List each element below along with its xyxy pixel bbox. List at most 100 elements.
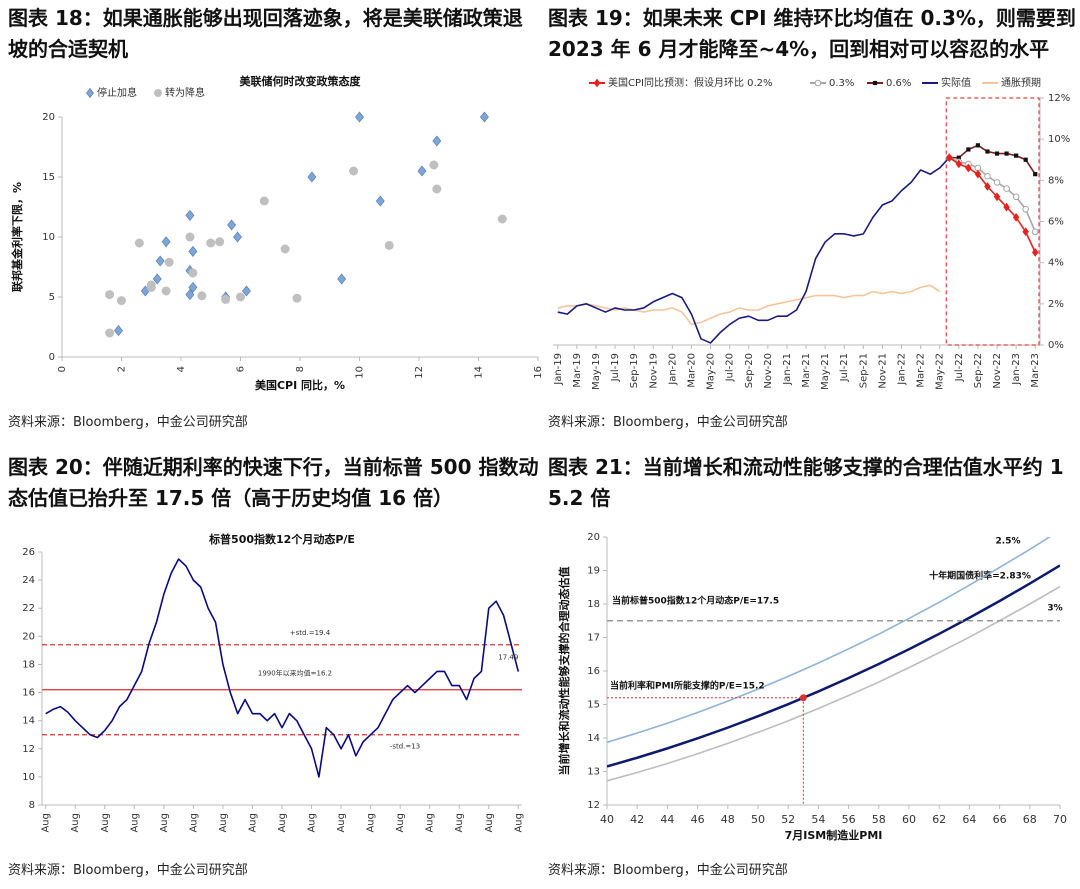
y-tick-label: 5 xyxy=(49,292,55,303)
y-tick-label: 2% xyxy=(1048,299,1064,310)
x-tick-label: Jan-21 xyxy=(782,353,793,386)
marker xyxy=(984,182,991,191)
marker xyxy=(146,280,156,290)
marker xyxy=(105,328,115,338)
marker xyxy=(206,238,216,248)
x-tick-label: 68 xyxy=(1023,813,1037,826)
marker xyxy=(432,135,442,147)
marker xyxy=(1004,151,1009,156)
x-tick-label: Aug xyxy=(484,813,495,833)
y-axis-label: 联邦基金利率下限，% xyxy=(10,182,24,292)
marker xyxy=(417,165,427,177)
y-tick-label: 14 xyxy=(587,733,600,744)
legend-label: 0.3% xyxy=(829,78,854,89)
marker xyxy=(384,240,394,250)
marker xyxy=(993,192,1001,202)
marker xyxy=(984,172,991,180)
x-tick-label: May-19 xyxy=(591,353,602,390)
marker xyxy=(86,87,94,99)
marker xyxy=(155,255,165,267)
marker xyxy=(872,80,878,86)
series-line xyxy=(948,156,1036,233)
marker xyxy=(375,195,385,207)
chart-title: 标普500指数12个月动态P/E xyxy=(208,532,355,546)
marker xyxy=(161,236,171,248)
x-tick-label: 64 xyxy=(962,813,976,826)
y-tick-label: 17 xyxy=(587,633,600,644)
x-tick-label: 44 xyxy=(660,813,674,826)
y-tick-label: 20 xyxy=(587,532,600,543)
marker xyxy=(185,232,195,242)
series-line xyxy=(949,144,1036,175)
x-tick-label: Aug xyxy=(425,813,436,833)
marker xyxy=(814,79,822,87)
marker xyxy=(1022,205,1029,213)
series-label: 十年期国债利率=2.83% xyxy=(929,570,1031,582)
series-label: 2.5% xyxy=(996,537,1021,547)
x-tick-label: Sep-20 xyxy=(744,353,755,388)
y-tick-label: 22 xyxy=(22,603,35,614)
series-line xyxy=(948,157,1036,253)
marker xyxy=(154,89,162,97)
x-tick-label: Aug xyxy=(513,813,524,833)
marker xyxy=(215,237,225,247)
y-tick-label: 12 xyxy=(22,744,35,755)
y-tick-label: 15 xyxy=(587,700,600,711)
marker xyxy=(355,111,364,123)
y-tick-label: 8 xyxy=(29,800,35,811)
marker xyxy=(1023,157,1028,162)
series-line xyxy=(45,558,520,778)
x-tick-label: Aug xyxy=(247,813,258,833)
x-tick-label: Aug xyxy=(129,813,140,833)
end-value-label: 17.49 xyxy=(498,654,518,662)
marker xyxy=(593,78,601,88)
marker xyxy=(994,151,1000,156)
x-tick-label: Aug xyxy=(70,813,81,833)
x-tick-label: Nov-22 xyxy=(992,353,1003,389)
source-note: 资料来源：Bloomberg，中金公司研究部 xyxy=(548,415,788,430)
x-tick-label: 56 xyxy=(842,813,856,826)
x-tick-label: 14 xyxy=(474,366,485,379)
marker xyxy=(966,147,971,152)
marker xyxy=(221,294,231,304)
y-tick-label: 20 xyxy=(22,631,35,642)
x-tick-label: 40 xyxy=(600,813,614,826)
marker xyxy=(432,184,442,194)
x-tick-label: Aug xyxy=(454,813,465,833)
marker xyxy=(161,286,171,296)
series-line xyxy=(557,157,950,344)
figure-heading: 图表 19：如果未来 CPI 维持环比均值在 0.3%，则需要到 2023 年 … xyxy=(548,6,1076,61)
x-tick-label: Nov-21 xyxy=(877,353,888,389)
marker xyxy=(974,169,982,179)
marker xyxy=(1012,193,1020,201)
marker xyxy=(349,166,359,176)
forecast-box xyxy=(945,97,1040,346)
x-tick-label: 8 xyxy=(295,366,306,372)
x-tick-label: 16 xyxy=(533,366,544,379)
x-tick-label: Aug xyxy=(395,813,406,833)
x-tick-label: Aug xyxy=(366,813,377,833)
x-tick-label: 58 xyxy=(872,813,886,826)
marker xyxy=(117,296,126,306)
marker xyxy=(429,160,439,170)
x-tick-label: Jul-22 xyxy=(954,353,965,382)
marker xyxy=(227,219,237,231)
y-tick-label: 15 xyxy=(42,172,55,183)
marker xyxy=(236,292,245,302)
marker xyxy=(114,325,123,337)
y-tick-label: 0 xyxy=(49,352,55,363)
y-tick-label: 8% xyxy=(1048,175,1064,186)
x-tick-label: Sep-22 xyxy=(973,353,984,388)
marker xyxy=(1003,185,1010,192)
y-tick-label: 19 xyxy=(587,566,600,577)
x-tick-label: 46 xyxy=(691,813,705,826)
x-tick-label: Sep-19 xyxy=(629,353,640,388)
y-tick-label: 14 xyxy=(22,716,35,727)
marker xyxy=(242,285,251,297)
reference-label: +std.=19.4 xyxy=(290,629,331,637)
x-tick-label: Sep-21 xyxy=(858,353,869,388)
x-tick-label: May-20 xyxy=(706,353,717,390)
marker xyxy=(105,290,115,300)
x-tick-label: 50 xyxy=(751,813,765,826)
x-tick-label: Jul-19 xyxy=(610,353,621,382)
